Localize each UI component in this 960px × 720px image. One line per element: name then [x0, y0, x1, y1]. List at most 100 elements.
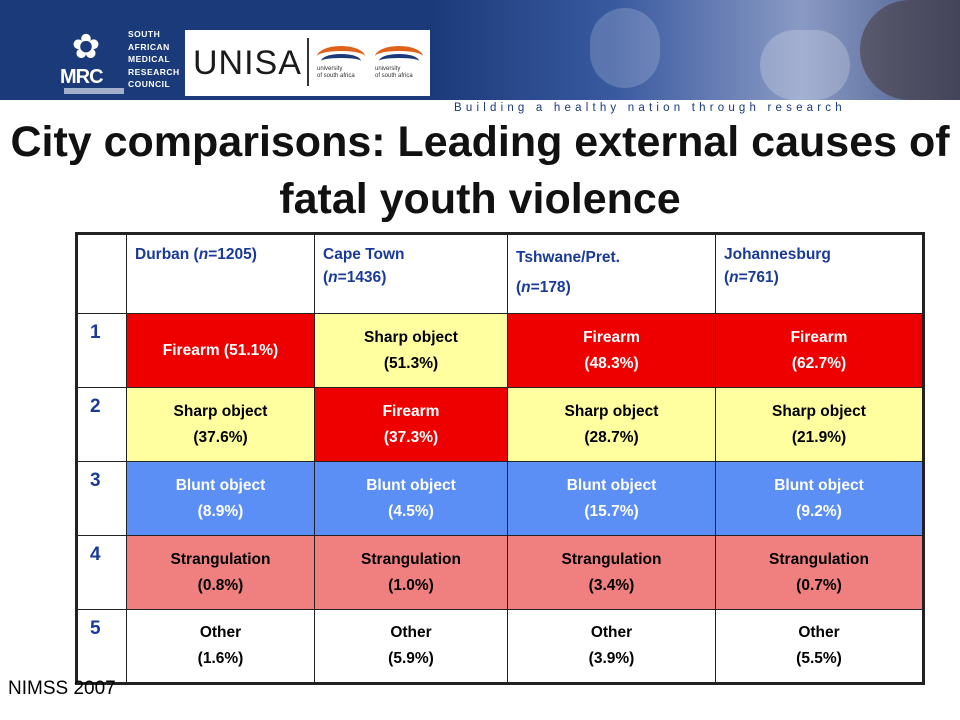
cause-label: Other: [199, 624, 242, 641]
cause-label: Other: [798, 624, 840, 641]
cause-cell-blunt: Blunt object (15.7%): [507, 461, 716, 536]
unisa-logo: UNISA university of south africa univers…: [185, 30, 430, 96]
cause-percent: (0.8%): [197, 576, 244, 594]
unisa-emblem-label: university of south africa: [375, 66, 413, 79]
column-header-durban: Durban (n=1205): [126, 233, 315, 314]
cause-label: Sharp object: [173, 402, 268, 420]
unisa-emblem-icon: university of south africa: [371, 40, 427, 86]
cause-label: Other: [590, 624, 633, 641]
table-header-row: Durban (n=1205) Cape Town (n=1436) Tshwan…: [76, 233, 924, 314]
table-row: 5 Other (1.6%) Other (5.9%) Other (3.9%) Other (…: [76, 609, 924, 684]
paren-open: (: [189, 246, 199, 263]
cause-cell-other: Other (5.5%): [715, 609, 924, 684]
cause-cell-strang: Strangulation (3.4%): [507, 535, 716, 610]
running-figure-icon: ✿: [71, 28, 101, 66]
cause-percent: (62.7%): [791, 354, 847, 372]
table-row: 1 Firearm (51.1%) Sharp object (51.3%) Firea…: [76, 313, 924, 388]
cause-label: Firearm: [382, 402, 440, 420]
source-note: NIMSS 2007: [8, 678, 116, 699]
paren-open: (: [516, 279, 522, 296]
paren-close: ): [381, 269, 387, 286]
unisa-wordmark: UNISA: [193, 44, 302, 82]
unisa-divider: [307, 38, 309, 86]
column-header-cape-town: Cape Town (n=1436): [314, 233, 508, 314]
unisa-emblem-icon: university of south africa: [313, 40, 369, 86]
paren-open: (: [724, 269, 730, 286]
cause-cell-sharp: Sharp object (28.7%): [507, 387, 716, 462]
n-label: n: [729, 269, 739, 286]
table-row: 2 Sharp object (37.6%) Firearm (37.3%) Sharp …: [76, 387, 924, 462]
paren-close: ): [565, 279, 571, 296]
cause-percent: (3.4%): [588, 576, 635, 594]
city-name: Durban: [135, 246, 190, 263]
n-value: =178: [530, 279, 566, 296]
cause-percent: (37.3%): [383, 428, 439, 446]
cause-label: Firearm: [583, 328, 640, 346]
paren-close: ): [773, 269, 779, 286]
table-row: 4 Strangulation (0.8%) Strangulation (1.0%) S…: [76, 535, 924, 610]
cause-cell-blunt: Blunt object (9.2%): [715, 461, 924, 536]
n-label: n: [328, 269, 338, 286]
cause-cell-strang: Strangulation (0.8%): [126, 535, 315, 610]
cause-cell-strang: Strangulation (0.7%): [715, 535, 924, 610]
n-label: n: [521, 279, 531, 296]
rank-cell: 5: [76, 609, 127, 684]
column-header-tshwane: Tshwane/Pret. (n=178): [507, 233, 716, 314]
city-name: Cape Town: [323, 246, 405, 263]
cause-percent: (1.0%): [388, 576, 434, 594]
cause-percent: (5.5%): [796, 650, 842, 667]
comparison-table: Durban (n=1205) Cape Town (n=1436) Tshwan…: [75, 232, 925, 685]
cause-cell-firearm: Firearm (62.7%): [715, 313, 924, 388]
cause-cell-blunt: Blunt object (4.5%): [314, 461, 508, 536]
cause-label: Blunt object: [566, 476, 657, 494]
cause-percent: (5.9%): [388, 650, 434, 667]
cause-label: Blunt object: [366, 476, 456, 494]
cause-percent: (9.2%): [796, 502, 842, 520]
cause-label: Sharp object: [564, 402, 659, 420]
cause-percent: (4.5%): [388, 502, 434, 520]
header-banner: ✿ MRC SOUTH AFRICAN MEDICAL RESEARCH COU…: [0, 0, 960, 100]
cause-cell-sharp: Sharp object (37.6%): [126, 387, 315, 462]
cause-percent: (51.3%): [383, 354, 439, 372]
cause-label: Strangulation: [361, 550, 461, 568]
cause-percent: (1.6%): [197, 650, 244, 667]
table-corner-cell: [76, 233, 127, 314]
cause-cell-other: Other (3.9%): [507, 609, 716, 684]
mrc-logo: ✿ MRC: [60, 28, 130, 94]
cause-cell-blunt: Blunt object (8.9%): [126, 461, 315, 536]
cause-percent: (8.9%): [197, 502, 244, 520]
cause-label: Blunt object: [774, 476, 864, 494]
cause-cell-other: Other (5.9%): [314, 609, 508, 684]
cause-percent: (15.7%): [584, 502, 639, 520]
n-value: =761: [738, 269, 774, 286]
paren-open: (: [323, 269, 329, 286]
tagline: Building a healthy nation through resear…: [454, 102, 846, 114]
cause-label: Strangulation: [170, 550, 271, 568]
n-value: =1436: [337, 269, 382, 286]
rank-cell: 2: [76, 387, 127, 462]
column-header-johannesburg: Johannesburg (n=761): [715, 233, 924, 314]
city-name: Tshwane/Pret.: [516, 249, 620, 266]
cause-label: Other: [390, 624, 432, 641]
mrc-acronym: MRC: [60, 66, 104, 88]
cause-label: Strangulation: [561, 550, 662, 568]
cause-percent: (0.7%): [796, 576, 842, 594]
cause-percent: (28.7%): [584, 428, 639, 446]
banner-photo-collage: [430, 0, 960, 100]
city-name: Johannesburg: [724, 246, 831, 263]
cause-cell-sharp: Sharp object (51.3%): [314, 313, 508, 388]
rank-cell: 4: [76, 535, 127, 610]
paren-close: ): [251, 246, 257, 263]
cause-percent: (48.3%): [584, 354, 639, 372]
cause-cell-firearm: Firearm (48.3%): [507, 313, 716, 388]
cause-label: Strangulation: [769, 550, 869, 568]
slide-title: City comparisons: Leading external cause…: [10, 118, 950, 223]
rank-cell: 3: [76, 461, 127, 536]
mrc-full-name: SOUTH AFRICAN MEDICAL RESEARCH COUNCIL: [128, 29, 180, 89]
cause-cell-firearm: Firearm (51.1%): [126, 313, 315, 388]
cause-percent: (21.9%): [791, 428, 847, 446]
cause-cell-sharp: Sharp object (21.9%): [715, 387, 924, 462]
cause-label: Firearm: [790, 328, 848, 346]
cause-percent: (37.6%): [193, 428, 248, 446]
mrc-subbar: [64, 88, 124, 94]
